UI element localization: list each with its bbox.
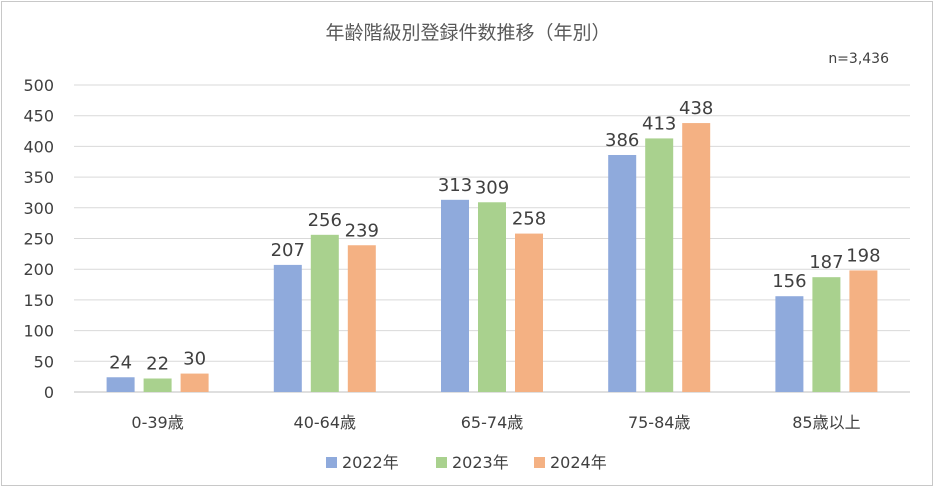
chart-title: 年齢階級別登録件数推移（年別） xyxy=(325,22,610,44)
y-tick-label: 0 xyxy=(44,383,54,402)
y-axis-ticks: 0 50 100 150 200 250 300 350 400 450 500 xyxy=(23,76,54,402)
x-category-label: 0-39歳 xyxy=(131,413,183,432)
bar xyxy=(812,277,841,392)
data-label: 187 xyxy=(809,252,843,273)
x-category-label: 65-74歳 xyxy=(461,413,524,432)
data-label: 309 xyxy=(475,177,509,198)
bar xyxy=(608,154,637,392)
legend: 2022年 2023年 2024年 xyxy=(326,453,607,472)
data-label: 24 xyxy=(109,352,132,373)
data-label: 30 xyxy=(183,349,206,370)
y-tick-label: 50 xyxy=(34,352,54,371)
bar xyxy=(441,199,469,392)
bar xyxy=(273,264,302,392)
bar xyxy=(645,138,674,392)
y-tick-label: 250 xyxy=(23,230,54,249)
data-label: 22 xyxy=(146,353,169,374)
legend-swatch xyxy=(534,457,545,468)
bar xyxy=(515,233,543,392)
x-category-label: 40-64歳 xyxy=(294,413,357,432)
y-tick-label: 150 xyxy=(23,291,54,310)
bar xyxy=(310,234,339,392)
y-tick-label: 200 xyxy=(23,260,54,279)
bar xyxy=(478,202,506,392)
bar xyxy=(106,377,135,392)
y-tick-label: 500 xyxy=(23,76,54,95)
legend-swatch xyxy=(326,457,337,468)
data-label: 198 xyxy=(846,245,880,266)
bar xyxy=(143,378,172,392)
data-label: 386 xyxy=(605,130,639,151)
legend-swatch xyxy=(436,457,447,468)
y-tick-label: 400 xyxy=(23,137,54,156)
bar xyxy=(682,123,711,393)
data-label: 256 xyxy=(308,210,342,231)
data-label: 207 xyxy=(271,240,305,261)
data-label: 156 xyxy=(772,271,806,292)
bar xyxy=(849,270,878,392)
bars xyxy=(106,123,878,393)
data-label: 313 xyxy=(438,175,472,196)
legend-label: 2023年 xyxy=(452,453,509,472)
bar xyxy=(347,245,376,392)
y-tick-label: 100 xyxy=(23,322,54,341)
sample-size-note: n=3,436 xyxy=(828,51,889,67)
y-tick-label: 300 xyxy=(23,199,54,218)
data-label: 258 xyxy=(512,209,546,230)
legend-label: 2022年 xyxy=(342,453,399,472)
data-label: 438 xyxy=(679,98,713,119)
bar xyxy=(775,296,804,392)
x-category-label: 75-84歳 xyxy=(628,413,691,432)
bar xyxy=(180,373,209,392)
y-tick-label: 450 xyxy=(23,107,54,126)
y-tick-label: 350 xyxy=(23,168,54,187)
legend-label: 2024年 xyxy=(550,453,607,472)
x-axis-categories: 0-39歳 40-64歳 65-74歳 75-84歳 85歳以上 xyxy=(131,413,860,432)
data-label: 413 xyxy=(642,113,676,134)
data-label: 239 xyxy=(345,220,379,241)
x-category-label: 85歳以上 xyxy=(792,413,860,432)
